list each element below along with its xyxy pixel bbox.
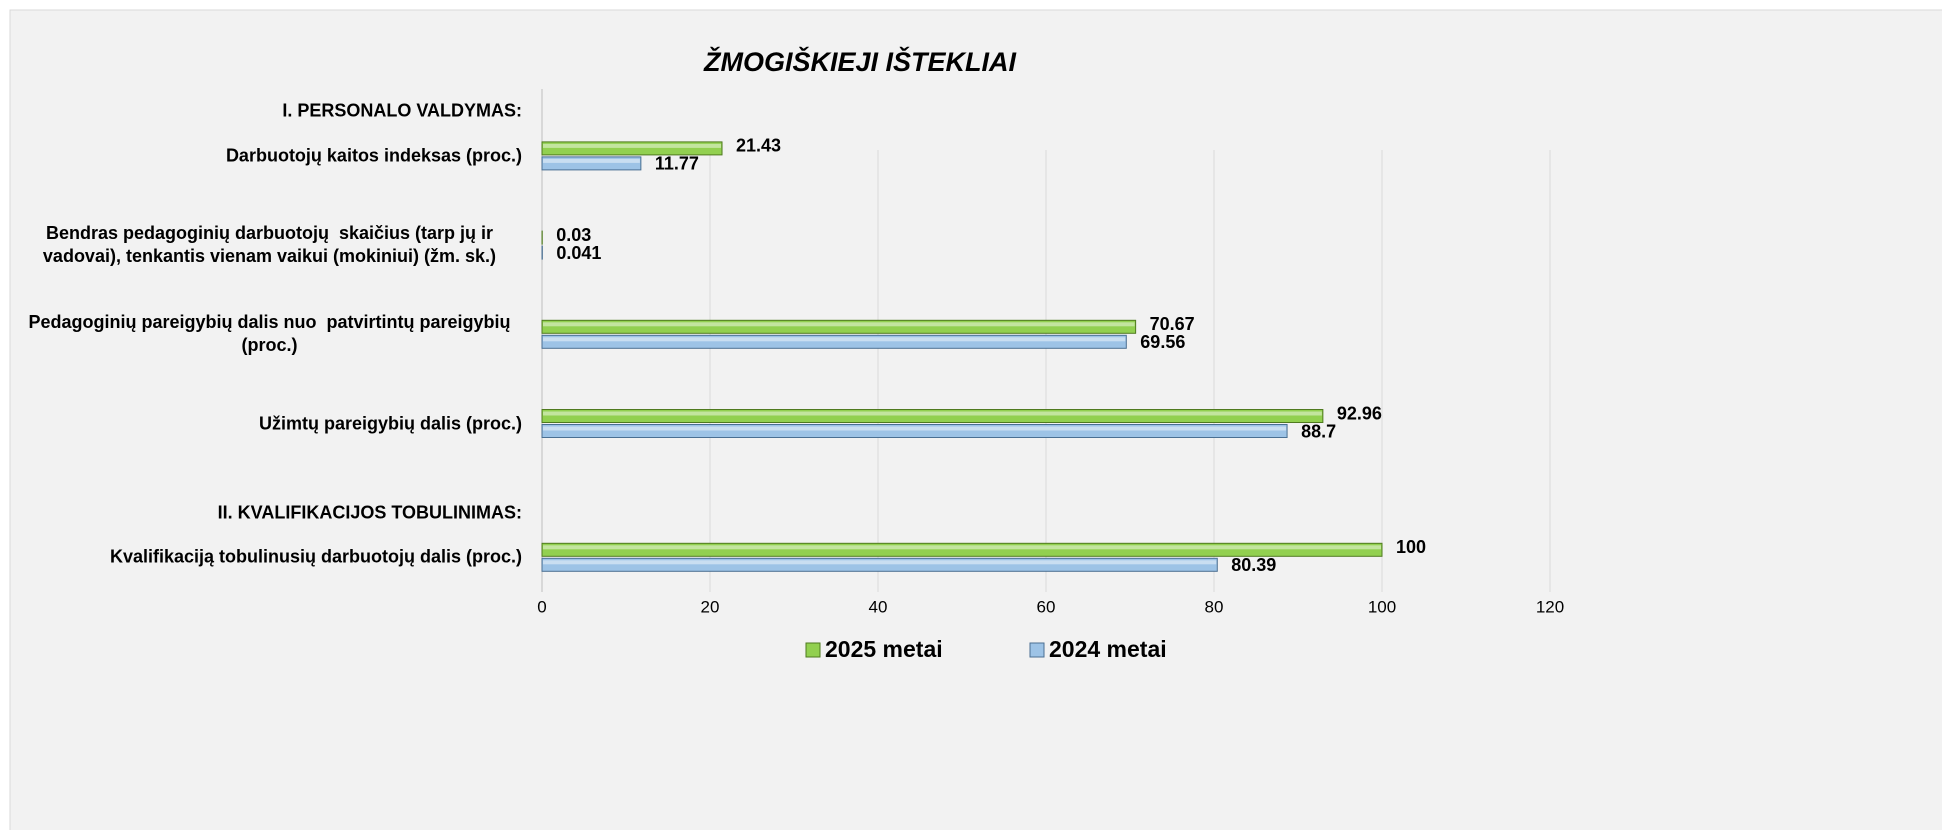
x-tick-label: 20	[701, 597, 720, 616]
bar	[541, 409, 1324, 423]
bar-highlight	[543, 426, 1287, 431]
legend-label: 2024 metai	[1049, 636, 1167, 662]
x-tick-label: 0	[537, 597, 546, 616]
bar-highlight	[543, 560, 1217, 565]
bar-highlight	[543, 158, 640, 163]
value-label: 100	[1396, 537, 1426, 557]
legend-label: 2025 metai	[825, 636, 943, 662]
value-label: 0.03	[556, 225, 591, 245]
bar	[541, 542, 1383, 557]
y-tick-label: II. KVALIFIKACIJOS TOBULINIMAS:	[217, 502, 522, 523]
value-label: 11.77	[655, 154, 699, 174]
value-label: 0.041	[556, 243, 601, 263]
value-label: 70.67	[1150, 314, 1195, 334]
x-tick-label: 120	[1536, 597, 1564, 616]
bar	[541, 424, 1288, 438]
value-label: 88.7	[1301, 421, 1336, 441]
value-label: 69.56	[1140, 332, 1185, 352]
x-tick-label: 40	[869, 597, 888, 616]
legend-swatch	[1029, 642, 1045, 658]
bar	[541, 141, 723, 156]
bar-highlight	[543, 411, 1322, 416]
x-tick-label: 60	[1037, 597, 1056, 616]
bar-highlight	[543, 322, 1135, 327]
y-tick-label: I. PERSONALO VALDYMAS:	[282, 100, 522, 121]
bar	[541, 156, 642, 171]
value-label: 80.39	[1231, 555, 1276, 575]
x-tick-label: 100	[1368, 597, 1396, 616]
legend-swatch	[805, 642, 821, 658]
bar	[541, 319, 1137, 334]
y-tick-label: Užimtų pareigybių dalis (proc.)	[258, 413, 522, 433]
bar	[541, 334, 1127, 349]
value-label: 92.96	[1337, 403, 1382, 423]
x-tick-label: 80	[1205, 597, 1224, 616]
y-tick-label: Bendras pedagoginių darbuotojų skaičius …	[42, 223, 499, 267]
value-label: 21.43	[736, 136, 781, 156]
bar	[541, 557, 1218, 572]
chart-title: ŽMOGIŠKIEJI IŠTEKLIAI	[703, 46, 1017, 77]
bar-highlight	[543, 337, 1126, 342]
bar-highlight	[543, 545, 1381, 550]
y-tick-label: Kvalifikaciją tobulinusių darbuotojų dal…	[109, 546, 522, 567]
y-tick-label: Darbuotojų kaitos indeksas (proc.)	[225, 145, 522, 166]
y-tick-label: Pedagoginių pareigybių dalis nuo patvirt…	[28, 312, 516, 356]
bar-highlight	[543, 143, 722, 148]
